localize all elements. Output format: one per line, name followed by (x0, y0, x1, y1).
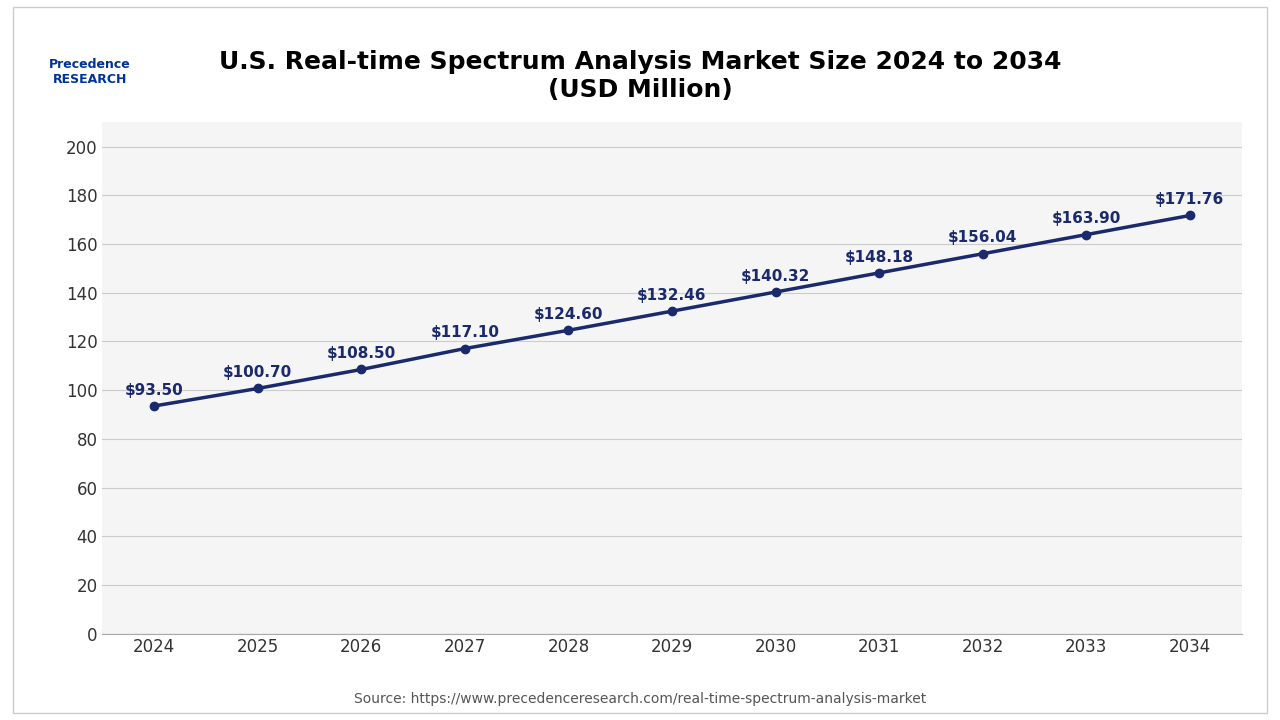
Text: $100.70: $100.70 (223, 365, 292, 380)
Text: Precedence
RESEARCH: Precedence RESEARCH (49, 58, 131, 86)
Text: $108.50: $108.50 (326, 346, 396, 361)
Text: $124.60: $124.60 (534, 307, 603, 322)
Text: $148.18: $148.18 (845, 250, 914, 264)
Text: $93.50: $93.50 (125, 382, 183, 397)
Text: $163.90: $163.90 (1052, 211, 1121, 226)
Text: Source: https://www.precedenceresearch.com/real-time-spectrum-analysis-market: Source: https://www.precedenceresearch.c… (353, 692, 927, 706)
Text: $140.32: $140.32 (741, 269, 810, 284)
Text: $156.04: $156.04 (948, 230, 1018, 246)
Text: U.S. Real-time Spectrum Analysis Market Size 2024 to 2034
(USD Million): U.S. Real-time Spectrum Analysis Market … (219, 50, 1061, 102)
Text: $117.10: $117.10 (430, 325, 499, 341)
Text: $171.76: $171.76 (1155, 192, 1225, 207)
Text: $132.46: $132.46 (637, 288, 707, 303)
